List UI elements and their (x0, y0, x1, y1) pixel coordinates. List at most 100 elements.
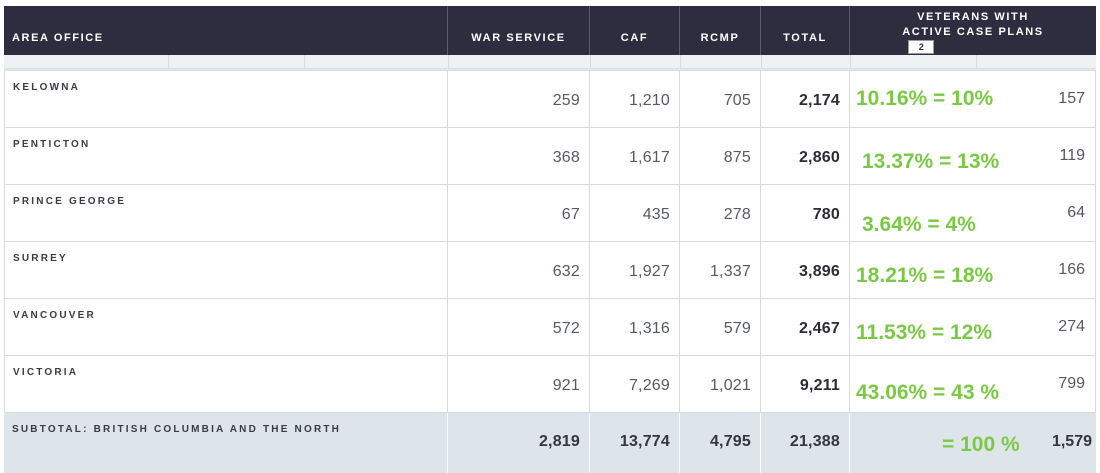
area-cell: KELOWNA (4, 71, 448, 127)
percentage-annotation: 3.64% = 4% (862, 213, 976, 236)
caf-value: 1,927 (628, 263, 670, 280)
total-cell: 2,860 (761, 128, 850, 184)
area-name: PRINCE GEORGE (13, 196, 127, 207)
veterans-cell: 43.06% = 43 % 799 (850, 356, 1096, 412)
veterans-value: 119 (1059, 147, 1085, 164)
percentage-annotation: = 100 % (942, 433, 1020, 456)
war-service-cell: 259 (448, 71, 590, 127)
header-war-service: WAR SERVICE (448, 6, 590, 55)
veterans-cell: 18.21% = 18% 166 (850, 242, 1096, 298)
veterans-value: 799 (1058, 375, 1085, 392)
rcmp-cell: 579 (680, 299, 761, 355)
header-caf-label: CAF (620, 31, 649, 44)
percentage-annotation: 11.53% = 12% (856, 321, 993, 344)
percentage-annotation: 18.21% = 18% (856, 264, 994, 287)
war-service-cell: 2,819 (448, 413, 590, 473)
table-row: VANCOUVER 572 1,316 579 2,467 11.53% = 1… (4, 299, 1096, 356)
percentage-annotation: 10.16% = 10% (856, 87, 994, 110)
war-service-value: 2,819 (538, 433, 580, 450)
total-cell: 2,174 (761, 71, 850, 127)
area-name: KELOWNA (13, 82, 81, 93)
area-cell: SURREY (4, 242, 448, 298)
area-name: SURREY (13, 253, 68, 264)
header-caf: CAF (590, 6, 680, 55)
caf-cell: 7,269 (590, 356, 680, 412)
header-veterans-line1: VETERANS WITH (917, 10, 1029, 23)
area-name: PENTICTON (13, 139, 91, 150)
table-row: PENTICTON 368 1,617 875 2,860 13.37% = 1… (4, 128, 1096, 185)
war-service-value: 368 (552, 149, 580, 166)
area-name: VICTORIA (13, 367, 79, 378)
war-service-value: 921 (552, 377, 580, 394)
rcmp-value: 875 (723, 149, 751, 166)
table-header: AREA OFFICE WAR SERVICE CAF RCMP TOTAL V… (4, 6, 1096, 55)
footnote-link[interactable]: 2 (908, 39, 935, 54)
header-rcmp: RCMP (680, 6, 761, 55)
veterans-cell: 10.16% = 10% 157 (850, 71, 1096, 127)
veterans-value: 64 (1067, 204, 1085, 221)
war-service-cell: 921 (448, 356, 590, 412)
rcmp-cell: 875 (680, 128, 761, 184)
caf-cell: 1,927 (590, 242, 680, 298)
area-name: VANCOUVER (13, 310, 96, 321)
total-cell: 21,388 (761, 413, 850, 473)
total-cell: 2,467 (761, 299, 850, 355)
header-spacer (4, 55, 1096, 71)
rcmp-cell: 1,337 (680, 242, 761, 298)
header-area-office: AREA OFFICE (4, 6, 448, 55)
caf-value: 1,210 (628, 92, 670, 109)
caf-cell: 13,774 (590, 413, 680, 473)
header-rcmp-label: RCMP (700, 31, 740, 44)
war-service-value: 632 (552, 263, 580, 280)
table-row: SURREY 632 1,927 1,337 3,896 18.21% = 18… (4, 242, 1096, 299)
area-cell: PENTICTON (4, 128, 448, 184)
rcmp-cell: 1,021 (680, 356, 761, 412)
total-value: 2,467 (798, 320, 840, 337)
percentage-annotation: 13.37% = 13% (862, 150, 1000, 173)
rcmp-value: 4,795 (709, 433, 751, 450)
war-service-value: 67 (561, 206, 580, 223)
war-service-value: 572 (552, 320, 580, 337)
area-cell: VANCOUVER (4, 299, 448, 355)
total-value: 2,174 (798, 92, 840, 109)
veterans-cell: = 100 % 1,579 (850, 413, 1096, 473)
caf-cell: 1,617 (590, 128, 680, 184)
total-cell: 3,896 (761, 242, 850, 298)
caf-cell: 1,210 (590, 71, 680, 127)
total-value: 2,860 (798, 149, 840, 166)
veterans-value: 166 (1058, 261, 1085, 278)
war-service-cell: 67 (448, 185, 590, 241)
subtotal-row: SUBTOTAL: BRITISH COLUMBIA AND THE NORTH… (4, 413, 1096, 473)
total-cell: 9,211 (761, 356, 850, 412)
subtotal-label: SUBTOTAL: BRITISH COLUMBIA AND THE NORTH (12, 424, 342, 435)
area-cell: PRINCE GEORGE (4, 185, 448, 241)
header-area-office-label: AREA OFFICE (12, 31, 104, 44)
caf-value: 435 (642, 206, 670, 223)
veterans-value: 157 (1058, 90, 1085, 107)
war-service-value: 259 (552, 92, 580, 109)
rcmp-value: 579 (723, 320, 751, 337)
rcmp-value: 278 (723, 206, 751, 223)
veterans-value: 1,579 (1051, 433, 1092, 450)
percentage-annotation: 43.06% = 43 % (856, 381, 1000, 404)
caf-cell: 435 (590, 185, 680, 241)
caf-value: 13,774 (619, 433, 670, 450)
veterans-cell: 13.37% = 13% 119 (850, 128, 1096, 184)
subtotal-label-cell: SUBTOTAL: BRITISH COLUMBIA AND THE NORTH (4, 413, 448, 473)
rcmp-cell: 705 (680, 71, 761, 127)
table-row: KELOWNA 259 1,210 705 2,174 10.16% = 10%… (4, 71, 1096, 128)
rcmp-value: 1,021 (709, 377, 751, 394)
header-veterans-active-case-plans: VETERANS WITH ACTIVE CASE PLANS 2 (850, 6, 1096, 55)
veterans-value: 274 (1058, 318, 1085, 335)
total-value: 3,896 (798, 263, 840, 280)
veterans-cell: 3.64% = 4% 64 (850, 185, 1096, 241)
table-row: VICTORIA 921 7,269 1,021 9,211 43.06% = … (4, 356, 1096, 413)
header-war-service-label: WAR SERVICE (471, 31, 566, 44)
caf-cell: 1,316 (590, 299, 680, 355)
header-veterans-line2: ACTIVE CASE PLANS (902, 25, 1044, 38)
rcmp-value: 1,337 (709, 263, 751, 280)
header-total: TOTAL (761, 6, 850, 55)
table-row: PRINCE GEORGE 67 435 278 780 3.64% = 4% … (4, 185, 1096, 242)
rcmp-value: 705 (723, 92, 751, 109)
war-service-cell: 368 (448, 128, 590, 184)
